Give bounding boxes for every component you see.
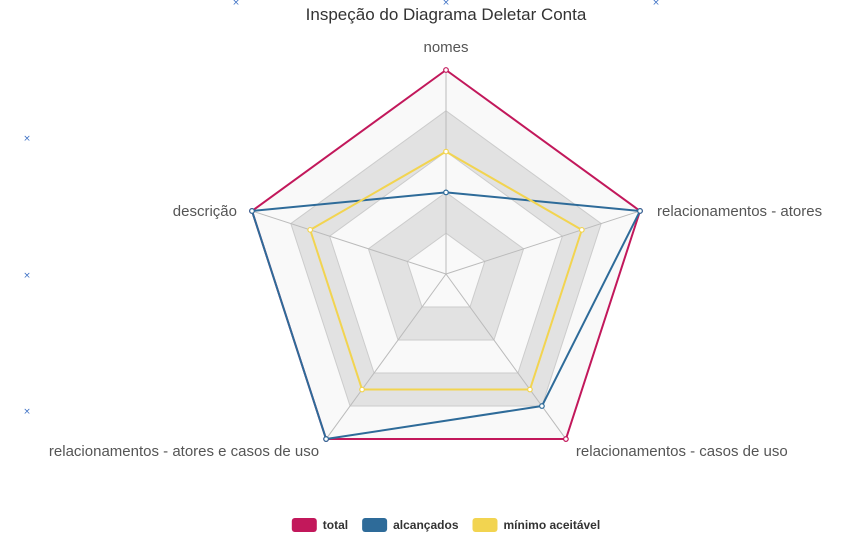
legend-label: total: [323, 518, 348, 532]
series-line: [250, 69, 642, 441]
stray-x-mark: ×: [442, 0, 450, 8]
legend-label: alcançados: [393, 518, 459, 532]
stray-marks: × × × × × ×: [23, 0, 660, 417]
data-point: [578, 226, 585, 233]
data-point: [323, 436, 329, 442]
legend-item[interactable]: alcançados: [362, 518, 459, 532]
grid-spoke: [251, 210, 447, 275]
data-point: [527, 386, 533, 393]
legend-label: mínimo aceitável: [503, 518, 600, 532]
series-line: [309, 150, 583, 391]
legend-swatch: [472, 518, 498, 532]
series-2: [307, 148, 585, 393]
grid-spoke: [445, 210, 641, 275]
legend-item[interactable]: mínimo aceitável: [472, 518, 600, 532]
legend-swatch: [291, 518, 317, 532]
axis-label: relacionamentos - atores e casos de uso: [49, 443, 319, 460]
legend: total alcançados mínimo aceitável: [291, 518, 600, 532]
data-point: [359, 386, 365, 393]
stray-x-mark: ×: [23, 407, 31, 417]
series-1: [249, 189, 643, 442]
axis-label: relacionamentos - atores: [657, 203, 822, 220]
stray-x-mark: ×: [23, 271, 31, 281]
axis-labels: nomes relacionamentos - atores relacioname…: [49, 39, 822, 460]
series-line: [250, 191, 642, 441]
data-point: [249, 208, 255, 214]
stray-x-mark: ×: [652, 0, 660, 8]
radar-series: [249, 67, 643, 442]
legend-swatch: [362, 518, 388, 532]
stray-x-mark: ×: [23, 134, 31, 144]
grid-spoke: [445, 273, 567, 440]
data-point: [443, 67, 449, 73]
data-point: [563, 436, 569, 442]
stray-x-mark: ×: [232, 0, 240, 8]
axis-label: relacionamentos - casos de uso: [576, 443, 788, 460]
data-point: [443, 148, 449, 155]
data-point: [539, 403, 545, 409]
grid-spoke: [325, 273, 447, 440]
axis-label: descrição: [173, 203, 237, 220]
axis-label: nomes: [423, 39, 468, 56]
data-point: [307, 226, 314, 233]
chart-title: Inspeção do Diagrama Deletar Conta: [306, 5, 587, 24]
data-point: [637, 208, 643, 214]
radar-spokes: [251, 70, 641, 440]
legend-item[interactable]: total: [291, 518, 348, 532]
data-point: [443, 189, 449, 196]
